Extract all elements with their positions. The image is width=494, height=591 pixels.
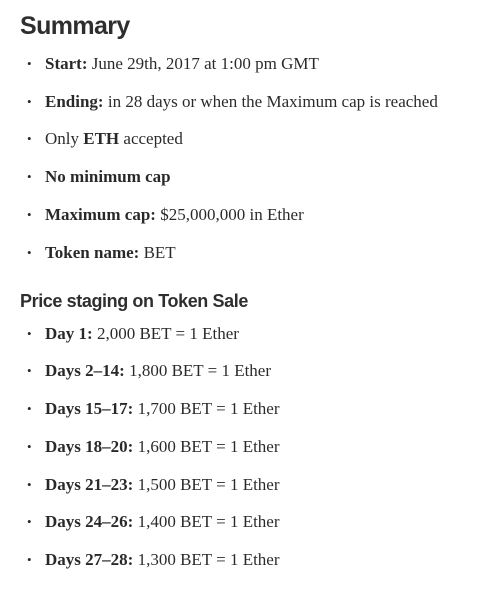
list-item-start: • Start: June 29th, 2017 at 1:00 pm GMT [0, 51, 494, 77]
list-item-text: Token name: BET [45, 243, 176, 262]
bullet-icon: • [27, 56, 32, 71]
bullet-icon: • [27, 169, 32, 184]
list-item-price-stage: • Days 2–14: 1,800 BET = 1 Ether [0, 358, 494, 384]
list-item-price-stage: • Days 18–20: 1,600 BET = 1 Ether [0, 434, 494, 460]
list-item-text: Days 27–28: 1,300 BET = 1 Ether [45, 550, 280, 569]
bullet-icon: • [27, 326, 32, 341]
item-label: Token name: [45, 243, 140, 262]
list-item-minimum-cap: • No minimum cap [0, 164, 494, 190]
list-item-price-stage: • Days 21–23: 1,500 BET = 1 Ether [0, 472, 494, 498]
bullet-icon: • [27, 245, 32, 260]
bullet-icon: • [27, 514, 32, 529]
item-label: Days 24–26: [45, 512, 134, 531]
list-item-text: Days 24–26: 1,400 BET = 1 Ether [45, 512, 280, 531]
list-item-price-stage: • Day 1: 2,000 BET = 1 Ether [0, 321, 494, 347]
bullet-icon: • [27, 401, 32, 416]
item-label: Ending: [45, 92, 104, 111]
item-label: Days 21–23: [45, 475, 134, 494]
item-label: ETH [83, 129, 120, 148]
list-item-price-stage: • Days 15–17: 1,700 BET = 1 Ether [0, 396, 494, 422]
item-label: Days 18–20: [45, 437, 134, 456]
list-item-text: Maximum cap: $25,000,000 in Ether [45, 205, 304, 224]
bullet-icon: • [27, 131, 32, 146]
list-item-text: Start: June 29th, 2017 at 1:00 pm GMT [45, 54, 319, 73]
list-item-currency: • Only ETH accepted [0, 126, 494, 152]
bullet-icon: • [27, 363, 32, 378]
item-label: Days 27–28: [45, 550, 134, 569]
bullet-icon: • [27, 552, 32, 567]
bullet-icon: • [27, 439, 32, 454]
list-item-text: Days 15–17: 1,700 BET = 1 Ether [45, 399, 280, 418]
list-item-text: Ending: in 28 days or when the Maximum c… [45, 92, 438, 111]
price-staging-heading: Price staging on Token Sale [20, 291, 248, 311]
list-item-price-stage: • Days 27–28: 1,300 BET = 1 Ether [0, 547, 494, 573]
bullet-icon: • [27, 207, 32, 222]
bullet-icon: • [27, 94, 32, 109]
list-item-text: Days 2–14: 1,800 BET = 1 Ether [45, 361, 272, 380]
list-item-text: Days 21–23: 1,500 BET = 1 Ether [45, 475, 280, 494]
list-item-price-stage: • Days 24–26: 1,400 BET = 1 Ether [0, 509, 494, 535]
list-item-text: No minimum cap [45, 164, 171, 190]
list-item-text: Only ETH accepted [45, 129, 183, 148]
list-item-maximum-cap: • Maximum cap: $25,000,000 in Ether [0, 202, 494, 228]
item-label: Days 15–17: [45, 399, 134, 418]
list-item-text: Days 18–20: 1,600 BET = 1 Ether [45, 437, 280, 456]
item-label: Start: [45, 54, 88, 73]
list-item-token-name: • Token name: BET [0, 240, 494, 266]
bullet-icon: • [27, 477, 32, 492]
summary-heading: Summary [20, 12, 130, 40]
list-item-text: Day 1: 2,000 BET = 1 Ether [45, 324, 239, 343]
item-label: Days 2–14: [45, 361, 125, 380]
item-label: No minimum cap [45, 167, 171, 186]
list-item-ending: • Ending: in 28 days or when the Maximum… [0, 89, 494, 115]
item-label: Day 1: [45, 324, 93, 343]
item-label: Maximum cap: [45, 205, 156, 224]
